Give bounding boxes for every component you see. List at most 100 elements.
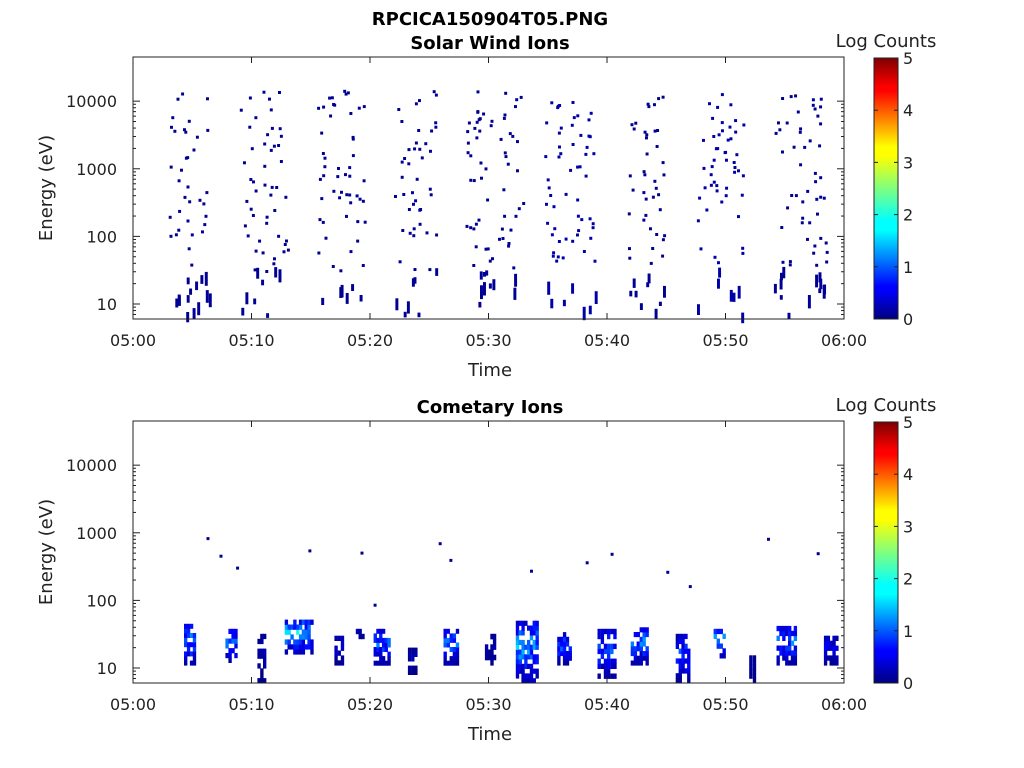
burst-pixel	[643, 130, 647, 134]
burst-pixel	[654, 308, 658, 319]
burst-pixel	[279, 160, 283, 163]
burst-pixel	[815, 263, 819, 267]
burst-pixel	[713, 255, 717, 259]
burst-pixel	[285, 239, 288, 243]
x-tick-label: 05:50	[702, 331, 748, 350]
burst-pixel	[204, 271, 208, 286]
colorbar-tick-label: 5	[903, 49, 913, 68]
burst-pixel	[329, 114, 333, 118]
patch-pixel	[613, 663, 617, 669]
burst-pixel	[484, 247, 488, 251]
patch-pixel	[234, 628, 238, 634]
patch-pixel	[296, 624, 300, 630]
patch-pixel	[225, 643, 229, 649]
burst-pixel	[351, 284, 355, 291]
patch-pixel	[225, 653, 229, 659]
burst-pixel	[576, 214, 580, 218]
patch-pixel	[287, 644, 291, 650]
burst-pixel	[489, 124, 493, 128]
burst-pixel	[183, 195, 187, 199]
x-tick-label: 06:00	[821, 331, 867, 350]
patch-pixel	[645, 627, 649, 633]
patch-pixel	[521, 673, 525, 679]
patch-pixel	[776, 645, 780, 651]
burst-pixel	[351, 154, 355, 158]
burst-pixel	[249, 207, 253, 211]
patch-pixel	[184, 633, 188, 638]
patch-pixel	[642, 632, 646, 638]
burst-pixel	[503, 214, 507, 218]
patch-pixel	[304, 624, 308, 630]
burst-pixel	[544, 155, 548, 159]
patch-pixel	[785, 655, 789, 661]
patch-pixel	[407, 665, 412, 671]
burst-pixel	[204, 214, 208, 218]
patch-pixel	[642, 641, 646, 647]
patch-pixel	[260, 638, 264, 645]
burst-pixel	[357, 106, 361, 110]
patch-pixel	[793, 660, 798, 666]
burst-pixel	[243, 161, 246, 165]
burst-pixel	[742, 123, 746, 127]
burst-pixel	[788, 263, 792, 267]
burst-pixel	[552, 205, 556, 209]
patch-pixel	[340, 655, 345, 661]
patch-pixel	[610, 643, 614, 650]
patch-pixel	[535, 668, 539, 674]
patch-pixel	[535, 635, 539, 641]
patch-pixel	[610, 673, 614, 679]
burst-pixel	[556, 104, 560, 108]
burst-pixel	[729, 289, 733, 302]
patch-pixel	[675, 673, 680, 679]
patch-pixel	[790, 650, 795, 656]
burst-pixel	[628, 256, 632, 260]
burst-pixel	[192, 308, 196, 320]
colorbar-tick-label: 2	[903, 206, 913, 225]
patch-pixel	[518, 659, 522, 665]
patch-pixel	[263, 648, 267, 654]
patch-pixel	[384, 647, 388, 652]
patch-pixel	[639, 641, 643, 647]
patch-pixel	[645, 660, 649, 666]
burst-pixel	[187, 119, 191, 123]
patch-pixel	[788, 645, 792, 651]
patch-pixel	[788, 660, 792, 666]
patch-pixel	[603, 668, 608, 674]
burst-pixel	[646, 102, 650, 106]
burst-pixel	[479, 161, 483, 165]
burst-pixel	[651, 247, 655, 250]
burst-pixel	[275, 186, 279, 189]
patch-pixel	[184, 623, 188, 629]
burst-pixel	[202, 202, 206, 206]
patch-pixel	[337, 660, 341, 666]
patch-pixel	[490, 654, 494, 661]
patch-pixel	[557, 646, 561, 652]
burst-pixel	[553, 227, 557, 231]
burst-pixel	[662, 173, 666, 177]
burst-pixel	[401, 229, 405, 232]
y-tick-label: 100	[86, 227, 117, 246]
patch-pixel	[749, 655, 753, 661]
burst-pixel	[358, 197, 362, 201]
burst-pixel	[799, 127, 803, 131]
burst-pixel	[811, 103, 815, 107]
patch-pixel	[449, 656, 453, 662]
patch-pixel	[527, 673, 531, 679]
burst-pixel	[734, 119, 738, 123]
burst-pixel	[411, 278, 415, 287]
patch-pixel	[484, 644, 489, 650]
patch-pixel	[186, 633, 191, 638]
burst-pixel	[251, 214, 255, 217]
patch-pixel	[446, 660, 450, 666]
patch-pixel	[225, 638, 229, 644]
patch-pixel	[411, 670, 415, 675]
burst-pixel	[269, 108, 273, 112]
patch-pixel	[263, 663, 267, 669]
sparse-point	[219, 554, 223, 558]
burst-pixel	[189, 288, 193, 295]
burst-pixel	[628, 174, 632, 178]
patch-pixel	[515, 639, 520, 646]
burst-pixel	[799, 163, 803, 167]
burst-pixel	[585, 145, 589, 149]
patch-pixel	[681, 663, 685, 669]
